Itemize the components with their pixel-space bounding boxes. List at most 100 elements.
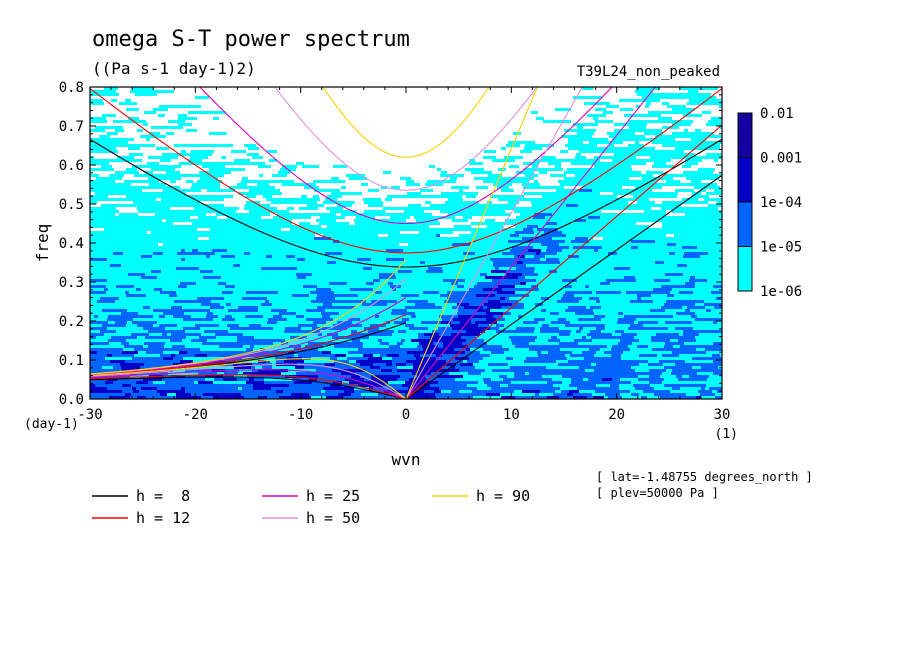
heatmap-cell xyxy=(547,387,560,390)
heatmap-cell xyxy=(209,327,221,330)
heatmap-cell xyxy=(244,252,250,255)
heatmap-cell xyxy=(194,207,213,210)
heatmap-cell xyxy=(522,315,532,318)
heatmap-cell xyxy=(454,300,466,303)
heatmap-cell xyxy=(273,192,282,195)
heatmap-cell xyxy=(246,348,253,351)
heatmap-cell xyxy=(686,174,698,177)
heatmap-cell xyxy=(693,327,707,330)
heatmap-cell xyxy=(371,300,386,303)
heatmap-cell xyxy=(430,393,435,396)
heatmap-cell xyxy=(355,255,372,258)
heatmap-cell xyxy=(375,315,379,318)
heatmap-cell xyxy=(256,372,264,375)
heatmap-cell xyxy=(461,336,470,339)
heatmap-cell xyxy=(648,363,663,366)
heatmap-cell xyxy=(361,393,378,396)
heatmap-cell xyxy=(537,228,542,231)
heatmap-cell xyxy=(312,339,329,342)
heatmap-cell xyxy=(429,216,439,219)
heatmap-cell xyxy=(593,396,604,399)
heatmap-cell xyxy=(605,354,611,357)
heatmap-cell xyxy=(367,315,375,318)
heatmap-cell xyxy=(244,282,256,285)
heatmap-cell xyxy=(618,258,633,261)
heatmap-cell xyxy=(257,357,275,360)
heatmap-cell xyxy=(249,189,264,192)
heatmap-cell xyxy=(384,390,399,393)
heatmap-cell xyxy=(474,177,487,180)
heatmap-cell xyxy=(268,228,281,231)
heatmap-cell xyxy=(240,237,254,240)
heatmap-cell xyxy=(166,219,185,222)
heatmap-cell xyxy=(594,165,613,168)
heatmap-cell xyxy=(497,186,509,189)
heatmap-cell xyxy=(125,186,132,189)
heatmap-cell xyxy=(363,345,367,348)
heatmap-cell xyxy=(678,207,692,210)
heatmap-cell xyxy=(176,393,191,396)
heatmap-cell xyxy=(137,396,146,399)
heatmap-cell xyxy=(179,204,194,207)
heatmap-cell xyxy=(329,258,340,261)
heatmap-cell xyxy=(240,279,245,282)
heatmap-cell xyxy=(304,216,311,219)
heatmap-cell xyxy=(574,276,591,279)
heatmap-cell xyxy=(237,384,241,387)
heatmap-cell xyxy=(569,384,575,387)
heatmap-cell xyxy=(694,387,701,390)
heatmap-cell xyxy=(122,204,132,207)
heatmap-cell xyxy=(411,228,428,231)
heatmap-cell xyxy=(710,357,722,360)
heatmap-cell xyxy=(707,210,722,213)
heatmap-cell xyxy=(658,279,670,282)
heatmap-cell xyxy=(669,156,678,159)
heatmap-cell xyxy=(693,261,697,264)
heatmap-cell xyxy=(248,243,267,246)
dispersion-curve-h12 xyxy=(90,314,407,376)
heatmap-cell xyxy=(127,216,144,219)
heatmap-cell xyxy=(559,219,566,222)
heatmap-cell xyxy=(325,270,329,273)
heatmap-cell xyxy=(246,339,256,342)
heatmap-cell xyxy=(317,324,321,327)
heatmap-cell xyxy=(258,327,265,330)
heatmap-cell xyxy=(195,354,207,357)
heatmap-cell xyxy=(112,282,125,285)
heatmap-cell xyxy=(135,93,149,96)
heatmap-cell xyxy=(606,105,619,108)
heatmap-cell xyxy=(679,333,683,336)
heatmap-cell xyxy=(613,249,628,252)
heatmap-cell xyxy=(642,177,655,180)
heatmap-cell xyxy=(371,396,388,399)
heatmap-cell xyxy=(225,171,231,174)
heatmap-cell xyxy=(285,306,303,309)
heatmap-cell xyxy=(466,330,485,333)
heatmap-cell xyxy=(310,264,327,267)
colorbar-label: 0.001 xyxy=(760,151,802,167)
heatmap-cell xyxy=(659,204,663,207)
heatmap-cell xyxy=(266,375,285,378)
heatmap-cell xyxy=(505,204,516,207)
heatmap-cell xyxy=(379,276,396,279)
heatmap-cell xyxy=(262,264,269,267)
heatmap-cell xyxy=(270,360,276,363)
heatmap-cell xyxy=(714,159,718,162)
heatmap-cell xyxy=(114,270,120,273)
heatmap-cell xyxy=(621,291,626,294)
heatmap-cell xyxy=(665,111,669,114)
heatmap-cell xyxy=(299,297,304,300)
heatmap-cell xyxy=(470,378,483,381)
heatmap-cell xyxy=(680,387,694,390)
heatmap-cell xyxy=(708,204,722,207)
heatmap-cell xyxy=(103,225,119,228)
heatmap-cell xyxy=(313,321,326,324)
heatmap-cell xyxy=(558,180,572,183)
heatmap-cell xyxy=(186,162,203,165)
heatmap-cell xyxy=(628,345,637,348)
heatmap-cell xyxy=(157,321,166,324)
heatmap-cell xyxy=(267,195,272,198)
heatmap-cell xyxy=(137,324,153,327)
heatmap-cell xyxy=(142,339,149,342)
heatmap-cell xyxy=(152,219,162,222)
